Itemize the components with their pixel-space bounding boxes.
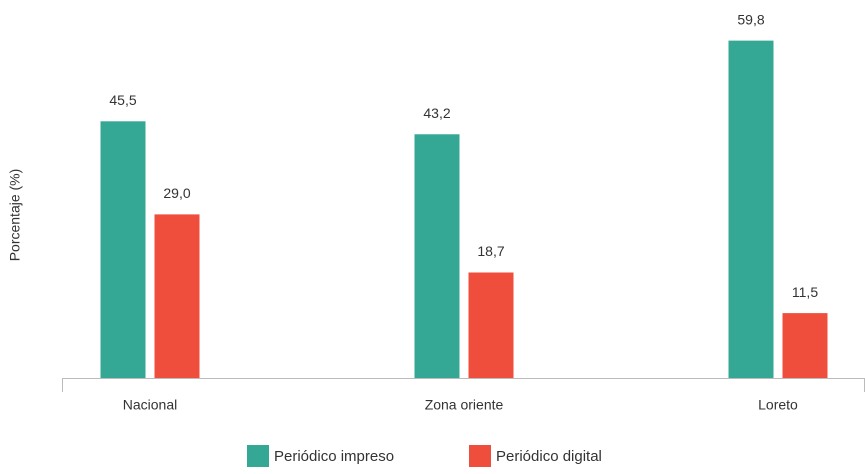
legend-swatch [247, 445, 269, 467]
y-axis-label: Porcentaje (%) [7, 169, 23, 262]
data-label: 45,5 [109, 92, 136, 108]
x-tick-label: Zona oriente [425, 397, 504, 413]
bar [100, 121, 146, 378]
bar [154, 214, 200, 378]
legend-swatch [469, 445, 491, 467]
data-label: 43,2 [423, 105, 450, 121]
bar [728, 40, 774, 378]
bar [414, 134, 460, 378]
x-tick-label: Nacional [123, 397, 177, 413]
data-label: 29,0 [163, 185, 190, 201]
data-label: 11,5 [792, 284, 818, 300]
data-label: 18,7 [477, 243, 504, 259]
data-label: 59,8 [737, 11, 764, 27]
legend-label: Periódico impreso [274, 448, 394, 465]
bar [468, 272, 514, 378]
legend-label: Periódico digital [496, 448, 602, 465]
x-tick-label: Loreto [758, 397, 798, 413]
bar [782, 313, 828, 378]
